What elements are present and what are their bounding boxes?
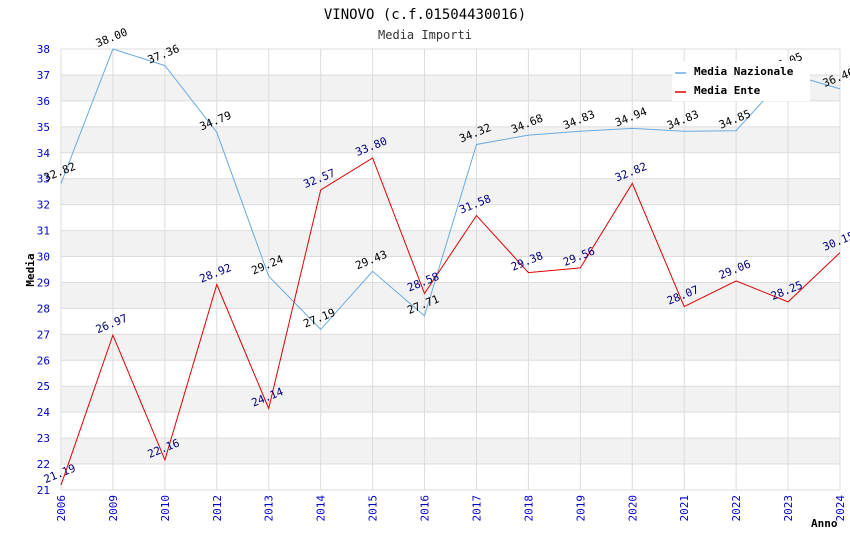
x-tick-label: 2021 bbox=[678, 495, 691, 522]
y-tick-label: 34 bbox=[37, 147, 51, 160]
x-axis-label: Anno bbox=[811, 517, 838, 530]
y-axis-ticks: 21 22 23 24 25 26 27 28 29 30 31 32 33 34 35 36 37 38 bbox=[37, 43, 51, 497]
x-tick-label: 2013 bbox=[263, 495, 276, 522]
legend-label-media-nazionale: Media Nazionale bbox=[694, 65, 794, 78]
x-tick-label: 2023 bbox=[782, 495, 795, 522]
chart-title: VINOVO (c.f.01504430016) bbox=[324, 7, 526, 23]
series-line-media-ente bbox=[60, 157, 841, 486]
y-tick-label: 22 bbox=[37, 458, 50, 471]
y-tick-label: 27 bbox=[37, 328, 50, 341]
chart-subtitle: Media Importi bbox=[378, 28, 472, 42]
x-tick-label: 2019 bbox=[574, 495, 587, 522]
x-tick-label: 2022 bbox=[730, 495, 743, 522]
y-tick-label: 37 bbox=[37, 69, 50, 82]
x-tick-label: 2010 bbox=[159, 495, 172, 522]
x-tick-label: 2006 bbox=[55, 495, 68, 522]
grid-band bbox=[61, 178, 840, 205]
grid-band bbox=[61, 282, 840, 309]
y-tick-label: 35 bbox=[37, 121, 50, 134]
series-lines bbox=[60, 48, 841, 486]
x-tick-label: 2015 bbox=[367, 495, 380, 522]
x-tick-label: 2020 bbox=[626, 495, 639, 522]
grid-band bbox=[61, 230, 840, 257]
y-axis-label: Media bbox=[24, 253, 37, 286]
grid-band bbox=[61, 334, 840, 361]
series-line-media-nazionale bbox=[60, 48, 841, 331]
y-tick-label: 38 bbox=[37, 43, 50, 56]
x-tick-label: 2018 bbox=[522, 495, 535, 522]
y-tick-label: 31 bbox=[37, 225, 50, 238]
x-tick-label: 2017 bbox=[470, 495, 483, 522]
y-tick-label: 26 bbox=[37, 354, 50, 367]
x-tick-label: 2012 bbox=[211, 495, 224, 522]
y-tick-label: 36 bbox=[37, 95, 50, 108]
grid-band bbox=[61, 386, 840, 413]
x-tick-label: 2009 bbox=[107, 495, 120, 522]
legend-background bbox=[672, 61, 810, 101]
x-tick-label: 2016 bbox=[419, 495, 432, 522]
x-axis-ticks: 2006 2009 2010 2012 2013 2014 2015 2016 2017 2018… bbox=[55, 495, 847, 522]
y-tick-label: 29 bbox=[37, 276, 50, 289]
y-tick-label: 24 bbox=[37, 406, 51, 419]
y-tick-label: 30 bbox=[37, 251, 50, 264]
y-tick-label: 28 bbox=[37, 302, 50, 315]
y-tick-label: 23 bbox=[37, 432, 50, 445]
grid-bands bbox=[61, 74, 840, 465]
y-tick-label: 33 bbox=[37, 173, 50, 186]
y-tick-label: 32 bbox=[37, 199, 50, 212]
grid-lines bbox=[60, 48, 841, 491]
y-tick-label: 21 bbox=[37, 484, 50, 497]
grid-band bbox=[61, 438, 840, 465]
x-tick-label: 2014 bbox=[315, 495, 328, 522]
x-tick-label: 2024 bbox=[834, 495, 847, 522]
chart-legend: Media Nazionale Media Ente bbox=[672, 61, 810, 101]
legend-label-media-ente: Media Ente bbox=[694, 84, 761, 97]
y-tick-label: 25 bbox=[37, 380, 50, 393]
